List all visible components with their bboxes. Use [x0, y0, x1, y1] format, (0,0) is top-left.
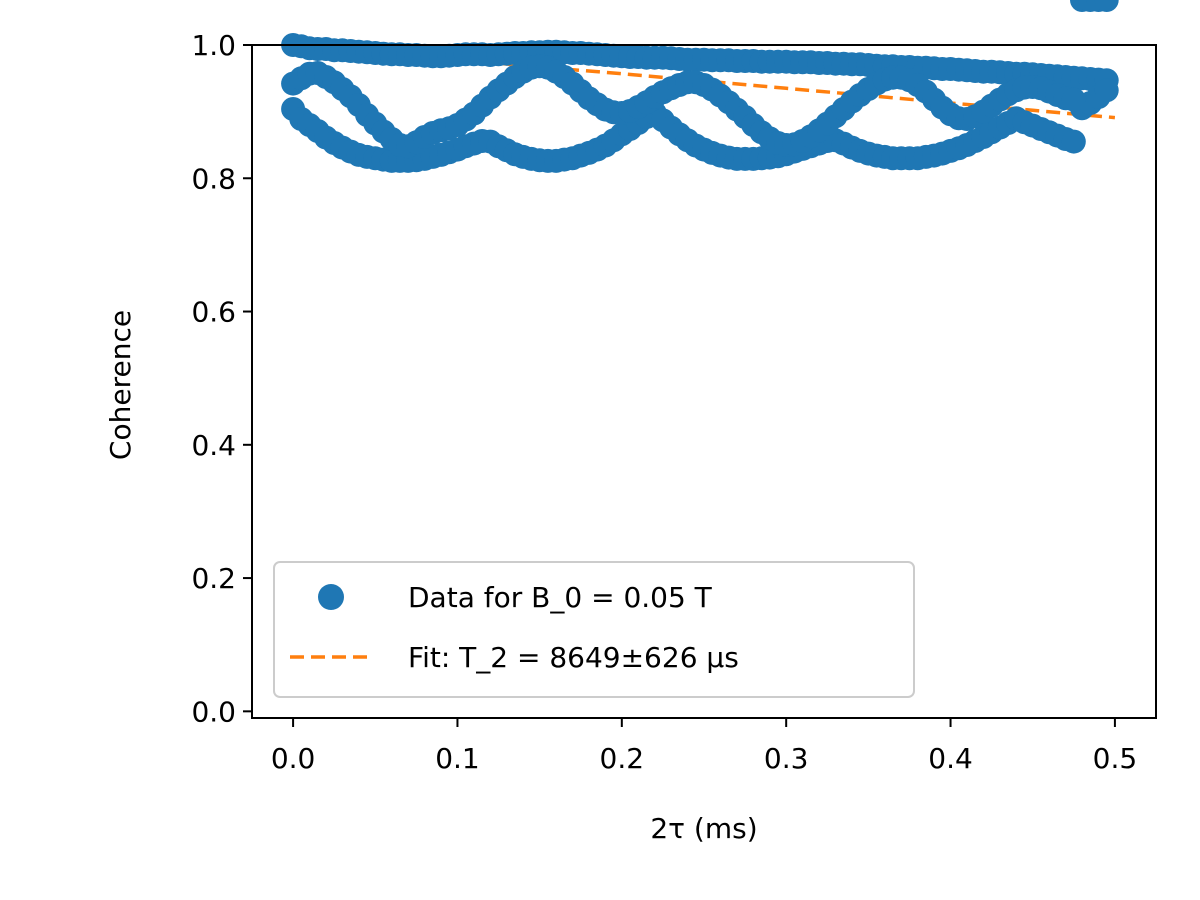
x-tick-label: 0.5 [1093, 742, 1138, 775]
data-point [1061, 129, 1086, 154]
x-tick-label: 0.2 [600, 742, 645, 775]
x-tick-label: 0.0 [271, 742, 316, 775]
scatter-points [281, 0, 1119, 173]
y-tick-label: 0.0 [191, 695, 236, 728]
legend: Data for B_0 = 0.05 T Fit: T_2 = 8649±62… [273, 561, 915, 698]
x-axis-label: 2τ (ms) [650, 812, 757, 845]
x-tick-label: 0.4 [928, 742, 973, 775]
plot-frame [251, 44, 1157, 719]
y-tick-label: 0.8 [191, 162, 236, 195]
legend-marker-data [318, 584, 344, 610]
legend-label-fit: Fit: T_2 = 8649±626 µs [408, 641, 739, 674]
y-axis-label: Coherence [104, 310, 137, 460]
y-tick-label: 0.2 [191, 562, 236, 595]
y-tick-label: 0.4 [191, 429, 236, 462]
data-point [1094, 0, 1119, 12]
data-point [1061, 87, 1086, 112]
y-tick-label: 1.0 [191, 29, 236, 62]
legend-label-data: Data for B_0 = 0.05 T [408, 581, 713, 614]
x-tick-label: 0.3 [764, 742, 809, 775]
x-tick-label: 0.1 [435, 742, 480, 775]
legend-box [273, 561, 915, 698]
axis-ticks: 0.0 0.1 0.2 0.3 0.4 0.5 0.0 0.2 0.4 0.6 0.8 1.0 [191, 29, 1137, 775]
data-point [1094, 78, 1119, 103]
y-tick-label: 0.6 [191, 296, 236, 329]
